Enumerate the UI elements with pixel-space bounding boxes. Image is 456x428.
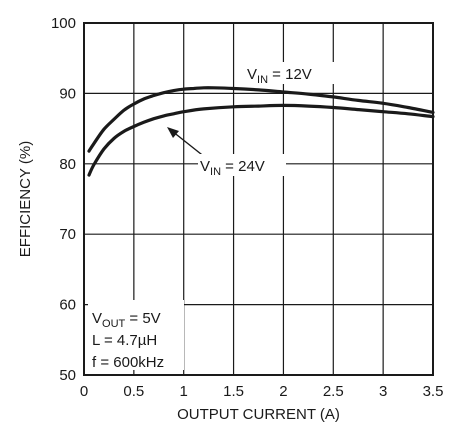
x-tick-labels: 0 0.5 1 1.5 2 2.5 3 3.5 <box>80 383 444 400</box>
annotation-vin-12v: VIN = 12V <box>247 66 312 86</box>
label-background <box>198 154 286 176</box>
condition-line-1: VOUT = 5V <box>92 310 161 330</box>
y-tick-label: 100 <box>51 15 76 32</box>
x-tick-label: 3 <box>379 383 387 400</box>
x-tick-label: 0 <box>80 383 88 400</box>
test-conditions: VOUT = 5V L = 4.7µH f = 600kHz <box>88 300 184 371</box>
x-tick-label: 1 <box>180 383 188 400</box>
annotation-arrow-line <box>171 130 207 159</box>
x-tick-label: 1.5 <box>223 383 244 400</box>
annotation-arrowhead <box>167 127 179 138</box>
annotation-vin-24v: VIN = 24V <box>200 158 265 178</box>
y-tick-label: 60 <box>59 297 76 314</box>
y-tick-label: 80 <box>59 156 76 173</box>
y-tick-label: 50 <box>59 367 76 384</box>
conditions-background <box>88 300 184 370</box>
series-line-vin-24v <box>87 103 435 177</box>
y-tick-label: 90 <box>59 85 76 102</box>
series-line-vin-12v <box>87 86 435 153</box>
condition-line-2: L = 4.7µH <box>92 332 157 349</box>
label-background <box>244 62 334 84</box>
x-tick-label: 0.5 <box>123 383 144 400</box>
plot-frame <box>83 22 434 376</box>
x-tick-label: 2.5 <box>323 383 344 400</box>
series-annotations: VIN = 12V VIN = 24V <box>167 62 334 178</box>
condition-line-3: f = 600kHz <box>92 354 164 371</box>
x-tick-label: 3.5 <box>423 383 444 400</box>
x-axis-title: OUTPUT CURRENT (A) <box>177 406 340 423</box>
y-tick-labels: 50 60 70 80 90 100 <box>51 15 76 384</box>
y-tick-label: 70 <box>59 226 76 243</box>
x-tick-label: 2 <box>279 383 287 400</box>
data-series <box>87 86 435 177</box>
y-axis-title: EFFICIENCY (%) <box>17 141 34 257</box>
